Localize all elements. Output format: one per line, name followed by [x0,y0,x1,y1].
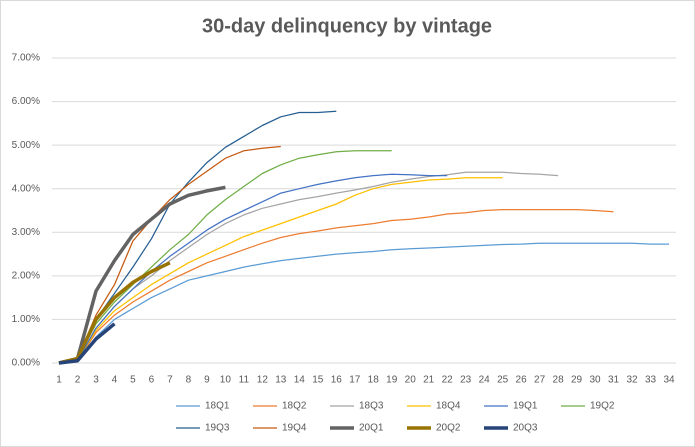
x-tick-label: 8 [186,375,192,386]
x-tick-label: 25 [497,375,509,386]
legend-label: 19Q1 [513,401,538,412]
legend-label: 20Q2 [436,423,461,434]
y-tick-label: 5.00% [12,140,40,151]
x-tick-label: 23 [460,375,472,386]
legend-label: 19Q4 [282,423,307,434]
y-tick-label: 3.00% [12,227,40,238]
series-line [58,173,448,364]
y-tick-label: 6.00% [12,96,40,107]
x-tick-label: 18 [368,375,380,386]
legend-label: 20Q1 [359,423,384,434]
x-tick-label: 15 [312,375,324,386]
legend-label: 19Q2 [590,401,615,412]
x-tick-label: 11 [239,375,250,386]
legend-label: 18Q4 [436,401,461,412]
x-tick-label: 3 [93,375,99,386]
legend-label: 18Q3 [359,401,384,412]
series-line [58,322,116,365]
x-tick-label: 12 [257,375,269,386]
y-tick-label: 0.00% [12,358,40,369]
x-tick-label: 2 [75,375,81,386]
series-line [58,145,281,364]
x-tick-label: 10 [220,375,232,386]
x-tick-label: 34 [663,375,675,386]
x-tick-label: 14 [294,375,306,386]
legend-label: 20Q3 [513,423,538,434]
x-tick-label: 20 [405,375,417,386]
series-line [58,208,614,364]
x-tick-label: 13 [275,375,287,386]
x-tick-label: 24 [479,375,491,386]
y-tick-label: 7.00% [12,53,40,64]
x-tick-label: 27 [534,375,546,386]
x-tick-label: 26 [516,375,528,386]
x-tick-label: 6 [149,375,155,386]
series-line [58,242,669,364]
x-tick-label: 5 [130,375,136,386]
y-tick-label: 1.00% [12,314,40,325]
x-tick-label: 28 [553,375,565,386]
x-tick-label: 9 [204,375,210,386]
x-tick-label: 29 [571,375,583,386]
legend-label: 18Q2 [282,401,307,412]
x-tick-label: 33 [645,375,657,386]
x-tick-label: 31 [608,375,620,386]
legend-label: 19Q3 [205,423,230,434]
x-tick-label: 30 [589,375,601,386]
x-tick-label: 16 [331,375,343,386]
y-tick-label: 2.00% [12,270,40,281]
legend-label: 18Q1 [205,401,230,412]
series-line [58,185,226,365]
x-tick-label: 1 [56,375,62,386]
x-tick-label: 4 [112,375,118,386]
x-tick-label: 22 [442,375,454,386]
x-tick-label: 19 [386,375,398,386]
x-tick-label: 21 [423,375,435,386]
x-tick-label: 32 [626,375,638,386]
x-tick-label: 7 [167,375,173,386]
y-tick-label: 4.00% [12,183,40,194]
x-tick-label: 17 [349,375,361,386]
series-line [58,177,503,364]
series-line [58,150,392,364]
series-line [58,171,559,364]
chart-title: 30-day delinquency by vintage [202,15,492,37]
